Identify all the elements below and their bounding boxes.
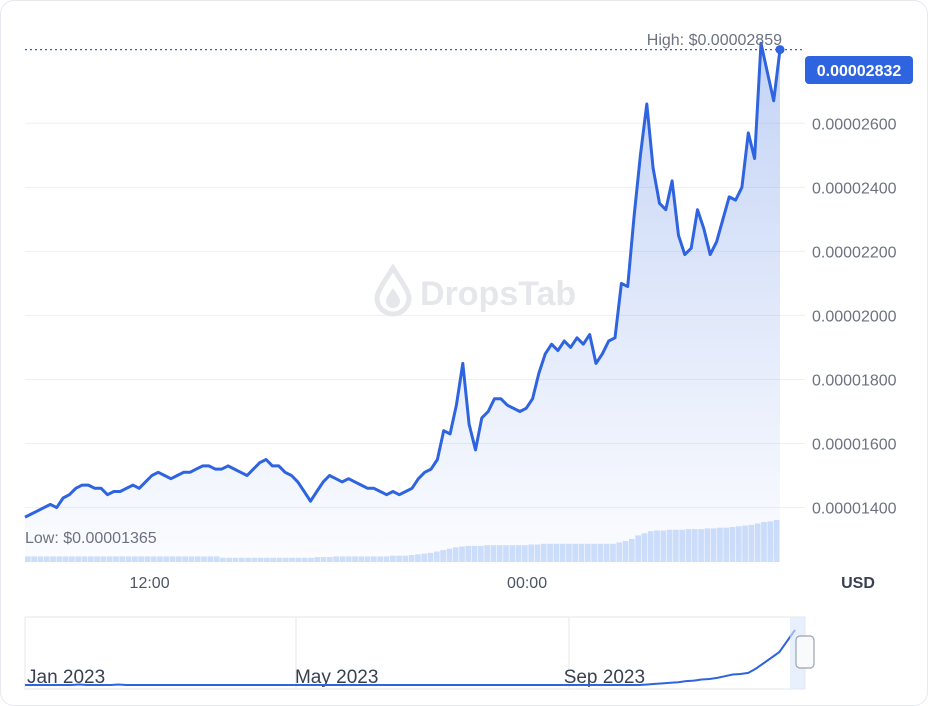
- navigator-label: Sep 2023: [564, 667, 645, 688]
- x-tick-label: 00:00: [507, 575, 547, 592]
- currency-label: USD: [841, 575, 875, 592]
- y-tick-label: 0.00001600: [812, 437, 897, 454]
- y-tick-label: 0.00002400: [812, 180, 897, 197]
- y-tick-label: 0.00002200: [812, 244, 897, 261]
- watermark-text: DropsTab: [420, 275, 576, 313]
- price-area: [25, 43, 780, 562]
- navigator[interactable]: Jan 2023 May 2023 Sep 2023: [24, 616, 815, 690]
- y-axis-labels: 0.00002600 0.00002400 0.00002200 0.00002000…: [812, 116, 897, 517]
- current-price-dot: [775, 45, 785, 55]
- watermark-logo-icon: [374, 263, 412, 317]
- current-price-text: 0.00002832: [817, 63, 902, 80]
- y-tick-label: 0.00001800: [812, 372, 897, 389]
- navigator-labels: Jan 2023 May 2023 Sep 2023: [27, 667, 645, 688]
- navigator-frame: [24, 616, 806, 690]
- navigator-line: [25, 629, 796, 686]
- high-label: High: $0.00002859: [647, 32, 782, 49]
- y-tick-label: 0.00002600: [812, 116, 897, 133]
- y-tick-label: 0.00001400: [812, 501, 897, 518]
- navigator-handle[interactable]: [795, 635, 815, 669]
- navigator-label: Jan 2023: [27, 667, 105, 688]
- x-tick-label: 12:00: [130, 575, 170, 592]
- current-price-badge: 0.00002832: [805, 56, 913, 84]
- navigator-label: May 2023: [295, 667, 378, 688]
- low-label: Low: $0.00001365: [25, 530, 157, 547]
- price-line: [24, 41, 782, 519]
- x-axis-labels: 12:00 00:00: [130, 575, 548, 592]
- y-tick-label: 0.00002000: [812, 308, 897, 325]
